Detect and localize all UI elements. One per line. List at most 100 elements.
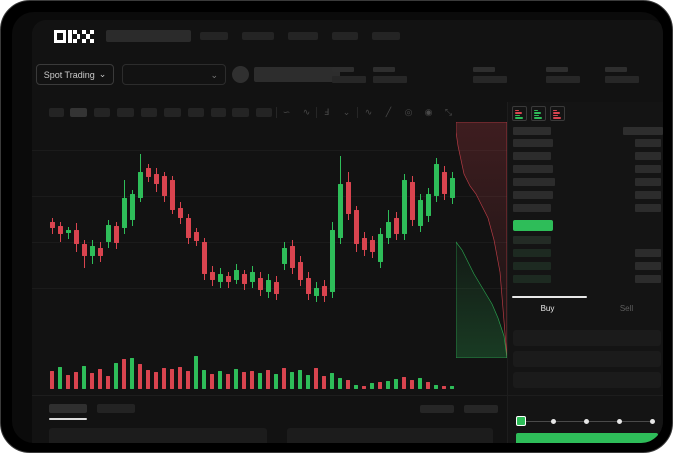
snapshot-icon[interactable]: ◉ (424, 107, 433, 117)
trading-mode-selector[interactable]: Spot Trading ⌄ (36, 64, 114, 85)
orderbook-ask-price[interactable] (513, 139, 553, 147)
timeframe-4h[interactable] (164, 108, 181, 117)
timeframe-1w[interactable] (211, 108, 226, 117)
timeframe-more[interactable] (256, 108, 272, 117)
timeframe-15m[interactable] (94, 108, 110, 117)
volume-bar (114, 363, 118, 389)
orderbook-col-price (513, 127, 551, 135)
orderbook-ask-price[interactable] (513, 165, 553, 173)
orderbook-ask-price[interactable] (513, 204, 551, 212)
volume-bar (234, 369, 238, 389)
timeframe-1h[interactable] (141, 108, 157, 117)
orderbook-bid-price[interactable] (513, 249, 551, 257)
nav-item-1[interactable] (200, 32, 228, 40)
orderbook-ask-amount[interactable] (635, 178, 661, 186)
volume-series (32, 334, 507, 389)
order-book-panel: Buy Sell (507, 102, 663, 395)
orderbook-view-buy-icon[interactable] (531, 106, 546, 121)
orderbook-bid-price[interactable] (513, 275, 551, 283)
orderbook-ask-amount[interactable] (635, 191, 661, 199)
logo-letter-o (54, 30, 66, 43)
orderbook-bid-amount[interactable] (635, 275, 661, 283)
drawing-tools-icon[interactable]: ╱ (385, 107, 392, 117)
tab-order-history[interactable] (97, 404, 135, 413)
timeframe-30m[interactable] (117, 108, 134, 117)
order-submit-panel (507, 395, 663, 443)
order-total-field[interactable] (513, 372, 661, 388)
slider-stop-25[interactable] (551, 418, 556, 424)
orderbook-ask-amount[interactable] (635, 152, 661, 160)
volume-bar (402, 377, 406, 389)
chart-type-candles-icon[interactable]: ∽ (282, 107, 291, 117)
tab-open-orders[interactable] (49, 404, 87, 413)
orderbook-ask-amount[interactable] (635, 204, 661, 212)
volume-bar (90, 373, 94, 389)
volume-bar (210, 374, 214, 389)
volume-bar (202, 370, 206, 389)
order-amount-field[interactable] (513, 351, 661, 367)
volume-bar (290, 372, 294, 389)
slider-stop-75[interactable] (617, 418, 622, 424)
volume-bar (362, 386, 366, 389)
orderbook-ask-price[interactable] (513, 178, 555, 186)
timeframe-1mo[interactable] (232, 108, 249, 117)
settings-chevron-icon[interactable]: ⌄ (342, 107, 351, 117)
volume-bar (314, 368, 318, 389)
volume-bar (226, 374, 230, 389)
tab-active-underline (49, 418, 87, 420)
line-chart-icon[interactable]: ∿ (364, 107, 373, 117)
search-input[interactable] (106, 30, 191, 42)
timeframe-1d[interactable] (188, 108, 204, 117)
timeframe-1m[interactable] (49, 108, 64, 117)
stat-volume-24h (605, 67, 639, 83)
orderbook-bid-amount[interactable] (635, 249, 661, 257)
trading-mode-label: Spot Trading (43, 69, 95, 80)
orderbook-view-sell-icon[interactable] (550, 106, 565, 121)
fullscreen-icon[interactable]: ⤡ (444, 107, 453, 117)
slider-handle[interactable] (516, 416, 526, 426)
orderbook-bid-price[interactable] (513, 236, 551, 244)
stat-last-price (332, 67, 366, 83)
top-navigation-bar (32, 20, 663, 53)
orderbook-ask-price[interactable] (513, 152, 551, 160)
slider-stop-50[interactable] (584, 418, 589, 424)
bottom-action-1[interactable] (420, 405, 454, 413)
okx-logo[interactable] (54, 30, 95, 43)
bottom-panel-right (287, 428, 493, 443)
volume-bar (282, 368, 286, 389)
nav-item-5[interactable] (372, 32, 400, 40)
timeframe-5m[interactable] (70, 108, 87, 117)
nav-item-3[interactable] (288, 32, 318, 40)
percent-slider[interactable] (516, 416, 658, 426)
tab-buy[interactable]: Buy (540, 304, 555, 313)
orderbook-ask-price[interactable] (513, 191, 553, 199)
alert-icon[interactable]: ◎ (404, 107, 413, 117)
orderbook-ask-amount[interactable] (635, 139, 661, 147)
orderbook-bid-amount[interactable] (635, 262, 661, 270)
orderbook-ask-amount[interactable] (635, 165, 661, 173)
orderbook-bid-price[interactable] (513, 262, 551, 270)
price-chart[interactable] (32, 122, 507, 395)
volume-bar (426, 382, 430, 389)
nav-item-4[interactable] (332, 32, 358, 40)
trading-pair-select[interactable]: ⌄ (122, 64, 226, 85)
order-form-tabs: Buy Sell (508, 296, 663, 324)
volume-bar (66, 375, 70, 389)
volume-bar (322, 376, 326, 389)
bottom-action-2[interactable] (464, 405, 498, 413)
orderbook-last-price[interactable] (513, 220, 553, 231)
tab-sell[interactable]: Sell (619, 304, 634, 313)
volume-bar (394, 379, 398, 389)
compare-icon[interactable]: Ⅎ (323, 107, 330, 117)
order-price-field[interactable] (513, 330, 661, 346)
volume-bar (274, 374, 278, 389)
indicators-icon[interactable]: ∿ (302, 107, 311, 117)
volume-bar (434, 385, 438, 389)
stat-low-24h (546, 67, 580, 83)
nav-item-2[interactable] (242, 32, 274, 40)
volume-bar (218, 371, 222, 389)
pair-name-label (254, 67, 340, 82)
slider-stop-100[interactable] (650, 418, 655, 424)
submit-buy-button[interactable] (516, 433, 658, 443)
orderbook-view-both-icon[interactable] (512, 106, 527, 121)
